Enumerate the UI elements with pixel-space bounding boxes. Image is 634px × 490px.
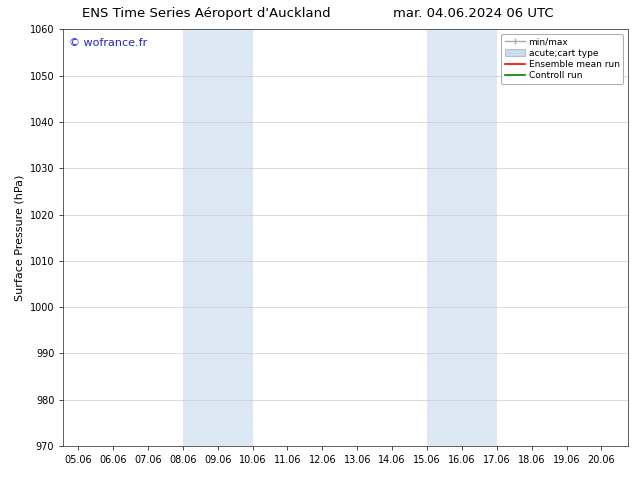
- Bar: [427, 29, 497, 446]
- Text: © wofrance.fr: © wofrance.fr: [69, 38, 147, 48]
- Text: ENS Time Series Aéroport d'Auckland: ENS Time Series Aéroport d'Auckland: [82, 7, 331, 21]
- Text: mar. 04.06.2024 06 UTC: mar. 04.06.2024 06 UTC: [393, 7, 553, 21]
- Y-axis label: Surface Pressure (hPa): Surface Pressure (hPa): [14, 174, 24, 301]
- Bar: [183, 29, 252, 446]
- Legend: min/max, acute;cart type, Ensemble mean run, Controll run: min/max, acute;cart type, Ensemble mean …: [501, 34, 623, 84]
